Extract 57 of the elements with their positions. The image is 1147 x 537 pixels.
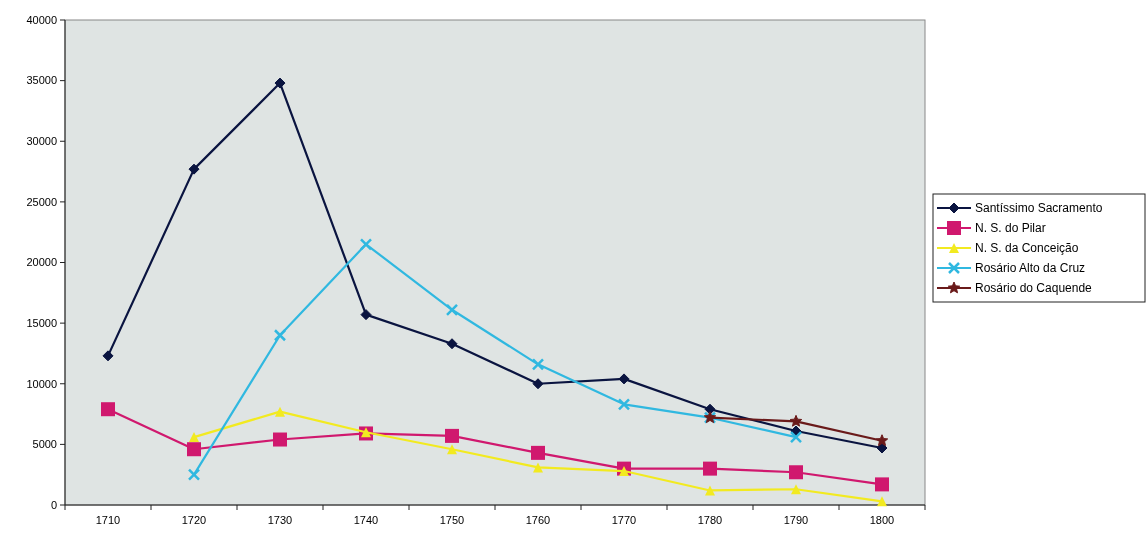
legend-label: Santíssimo Sacramento <box>975 201 1103 216</box>
point <box>446 338 458 350</box>
x-tick-label: 1780 <box>697 514 723 526</box>
point <box>531 445 545 460</box>
point <box>102 350 114 362</box>
point <box>791 484 801 495</box>
y-tick-label: 20000 <box>26 256 57 269</box>
point <box>619 466 629 477</box>
x-tick-label: 1730 <box>267 514 293 526</box>
point <box>447 444 457 455</box>
legend-label: Rosário do Caquende <box>975 281 1093 296</box>
x-tick-label: 1740 <box>353 514 379 526</box>
point <box>789 414 803 427</box>
point <box>187 442 201 457</box>
y-tick-label: 25000 <box>26 195 57 208</box>
y-tick-label: 0 <box>50 498 57 511</box>
point <box>359 238 373 251</box>
point <box>875 434 889 447</box>
x-tick-label: 1790 <box>783 514 809 526</box>
point <box>533 462 543 473</box>
point <box>188 163 200 175</box>
point <box>789 465 803 480</box>
point <box>187 468 201 481</box>
x-tick-label: 1760 <box>525 514 551 526</box>
legend-label: N. S. da Conceição <box>975 241 1079 256</box>
x-tick-label: 1710 <box>95 514 121 526</box>
point <box>877 496 887 507</box>
point <box>704 403 716 415</box>
x-tick-label: 1720 <box>181 514 207 526</box>
point <box>618 373 630 385</box>
point <box>360 309 372 321</box>
x-tick-label: 1770 <box>611 514 637 526</box>
point <box>703 461 717 476</box>
y-tick-label: 40000 <box>26 13 57 26</box>
y-tick-label: 30000 <box>26 135 57 148</box>
legend-label: Rosário Alto da Cruz <box>975 261 1086 276</box>
point <box>445 428 459 443</box>
point <box>705 485 715 496</box>
point <box>101 402 115 417</box>
point <box>789 430 803 444</box>
point <box>875 477 889 492</box>
point <box>617 398 631 411</box>
point <box>445 303 459 317</box>
x-tick-label: 1800 <box>869 514 895 526</box>
point <box>531 358 545 371</box>
y-tick-label: 10000 <box>26 377 57 390</box>
y-tick-label: 5000 <box>32 438 57 451</box>
point <box>189 432 199 443</box>
y-tick-label: 35000 <box>26 74 57 87</box>
x-tick-label: 1750 <box>439 514 465 526</box>
point <box>273 329 287 342</box>
legend-label: N. S. do Pilar <box>975 221 1046 236</box>
y-tick-label: 15000 <box>26 316 57 329</box>
point <box>273 432 287 447</box>
point <box>274 77 286 89</box>
point <box>532 378 544 390</box>
point <box>275 406 285 417</box>
